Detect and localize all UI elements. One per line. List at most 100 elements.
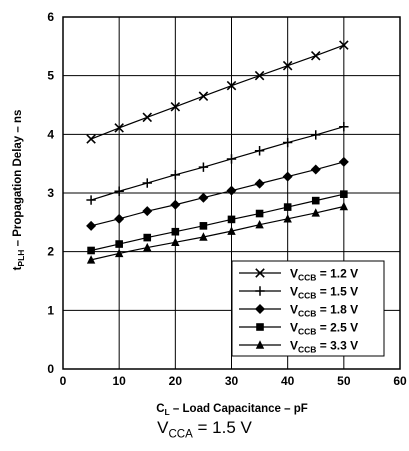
series-3 [86,156,349,231]
data-point-triangle [255,340,265,349]
data-point-square [171,227,180,236]
data-point-diamond [142,206,153,217]
caption-sub: CCA [168,428,193,441]
x-tick-label: 60 [393,374,407,388]
data-point-x [226,80,237,91]
data-point-diamond [282,171,293,182]
y-axis-label-main: t [12,266,24,270]
y-tick-label: 5 [47,69,54,83]
x-axis-label: CL – Load Capacitance – pF [156,403,308,417]
data-point-triangle [311,208,320,217]
data-point-plus [282,137,293,148]
legend-label-sub: CCB [298,291,316,301]
data-point-diamond [254,178,265,189]
y-tick-label: 3 [47,186,54,200]
series-4 [87,190,348,255]
data-point-plus [170,170,181,180]
data-point-diamond [310,164,321,175]
legend-label: VCCB = 1.2 V [290,267,358,283]
series-line [90,161,344,227]
y-tick-label: 6 [47,10,54,24]
data-point-diamond [338,156,349,167]
data-point-x [142,112,153,123]
series-line [90,193,344,252]
data-point-square [199,222,208,230]
x-axis-label-main: C [156,403,164,415]
series-layer [86,40,349,264]
data-point-diamond [198,192,209,203]
legend-label-rest: = 1.2 V [316,267,358,281]
data-point-plus [226,154,237,164]
data-point-square [283,203,292,211]
data-point-x [310,50,321,61]
legend-label-sub: CCB [298,309,316,319]
data-point-square [227,215,236,224]
data-point-diamond [114,213,125,224]
legend-label-main: V [290,267,298,281]
data-point-x [86,134,96,144]
data-point-x [255,268,265,278]
y-tick-label: 4 [47,127,54,141]
data-point-x [114,123,124,133]
data-point-diamond [170,199,181,210]
legend-label-rest: = 1.8 V [316,303,358,317]
legend-label-sub: CCB [298,345,316,355]
data-point-diamond [255,304,265,314]
data-point-x [282,60,293,71]
data-point-square [87,246,95,255]
tick-labels: 0 10 20 30 40 50 60 0 1 2 3 4 5 6 [47,10,407,388]
legend-label-sub: CCB [298,273,316,283]
data-point-square [255,209,264,218]
legend-item-5: VCCB = 3.3 V [239,339,358,355]
legend-label: VCCB = 2.5 V [290,321,358,337]
x-axis-label-rest: – Load Capacitance – pF [170,403,308,415]
legend-label-main: V [290,339,298,353]
data-point-plus [198,162,209,172]
data-point-square [143,233,152,242]
data-point-x [339,40,349,50]
y-axis-label: tPLH – Propagation Delay – ns [12,110,26,271]
x-axis-label-sub: L [165,407,170,417]
vcca-caption: VCCA = 1.5 V [0,418,409,440]
legend-label: VCCB = 3.3 V [290,339,358,355]
legend-label: VCCB = 1.8 V [290,303,358,319]
data-point-triangle [283,214,292,223]
series-line [90,44,345,140]
data-point-triangle [339,201,349,211]
legend-item-1: VCCB = 1.2 V [239,267,358,283]
legend-label-rest: = 3.3 V [316,339,358,353]
series-1 [86,40,349,144]
data-point-x [254,70,265,81]
data-point-triangle [86,255,96,264]
series-line [90,205,344,261]
data-point-square [115,240,123,248]
x-tick-label: 20 [169,374,183,388]
data-point-triangle [255,219,264,229]
data-point-plus [86,195,96,205]
x-tick-label: 0 [60,374,67,388]
series-2 [86,122,349,205]
data-point-square [311,196,320,205]
legend-label-main: V [290,285,298,299]
x-tick-label: 40 [281,374,295,388]
data-point-plus [254,146,265,156]
y-tick-label: 0 [47,362,54,376]
data-point-x [198,91,209,101]
data-point-plus [142,178,152,188]
y-tick-label: 2 [47,245,54,259]
data-point-triangle [114,248,124,258]
series-line [90,126,344,201]
data-point-plus [255,286,265,296]
legend-label-main: V [290,321,298,335]
legend-item-2: VCCB = 1.5 V [239,285,358,301]
data-point-diamond [86,220,97,231]
data-point-diamond [226,185,237,196]
legend-item-3: VCCB = 1.8 V [239,303,358,319]
y-axis-label-sub: PLH [16,250,26,267]
data-point-x [170,101,181,112]
data-point-triangle [199,232,208,241]
data-point-triangle [171,237,180,246]
y-tick-label: 1 [47,303,54,317]
